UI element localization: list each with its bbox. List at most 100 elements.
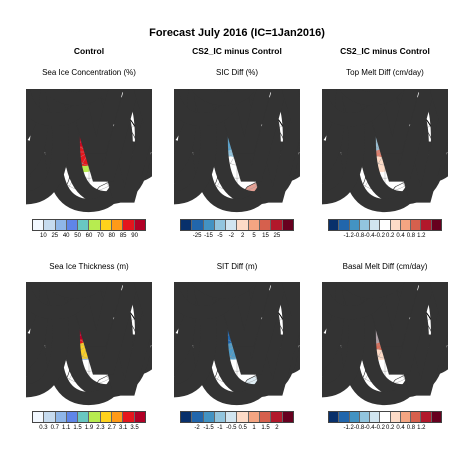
colorbar-tick-label: -2 <box>194 425 200 431</box>
degree-label: 60E <box>174 89 300 215</box>
colorbar-swatch <box>271 220 283 230</box>
degree-label: 120E <box>174 89 300 163</box>
degree-label: 120E <box>26 89 152 163</box>
colorbar <box>328 219 442 231</box>
colorbar-tick-label: 90 <box>131 233 138 239</box>
graticule <box>332 292 438 398</box>
colorbar-tick-label: -1.2 <box>343 233 354 239</box>
meridian-line <box>191 318 238 346</box>
degree-label: 120W <box>322 89 448 163</box>
meridian-line <box>88 125 135 153</box>
colorbar-tick-label: 0.4 <box>396 233 405 239</box>
colorbar-swatch <box>370 412 381 422</box>
colorbar-swatch <box>123 220 135 230</box>
colorbar-tick-label: 2.3 <box>96 425 105 431</box>
polar-map: 180150E120E90E60E30E030W60W90W120W150W <box>26 89 152 215</box>
colorbar-tick-label: 25 <box>273 233 281 239</box>
colorbar-swatch <box>134 220 145 230</box>
polar-map: 180150E120E90E60E30E030W60W90W120W150W <box>174 282 300 408</box>
degree-label: 90E <box>26 282 152 385</box>
degree-label: 90E <box>26 89 152 192</box>
colorbar-swatch <box>203 220 215 230</box>
degree-label: 60E <box>26 282 152 408</box>
colorbar-swatch <box>89 220 101 230</box>
degree-label: 30E <box>174 89 300 215</box>
colorbar-swatch <box>55 412 67 422</box>
meridian-line <box>236 344 264 391</box>
degree-label: 0 <box>38 89 140 215</box>
coastline-canada <box>332 346 352 371</box>
colorbar-swatch <box>390 412 401 422</box>
meridian-line <box>384 318 431 346</box>
colorbar-swatch <box>329 412 340 422</box>
colorbar-swatch <box>89 412 101 422</box>
degree-label: 120W <box>26 282 152 356</box>
meridian-line <box>384 299 412 346</box>
colorbar-tick-labels: -1.2 -0.8 -0.4 -0.2 0.2 0.4 0.8 1.2 <box>328 233 442 241</box>
degree-label: 90W <box>322 89 448 192</box>
degree-label: 180 <box>26 282 152 328</box>
meridian-line <box>358 344 386 391</box>
colorbar-swatch <box>339 412 350 422</box>
meridian-line <box>62 344 90 391</box>
graticule <box>332 99 438 205</box>
map-boundary <box>184 99 290 205</box>
colorbar-tick-label: 0.8 <box>406 425 416 431</box>
colorbar-swatch <box>100 412 113 422</box>
colorbar-tick-label: 0.4 <box>396 425 405 431</box>
colorbar-tick-label: 2 <box>241 233 245 239</box>
colorbar-swatch <box>55 220 67 230</box>
colorbar-swatch <box>370 220 381 230</box>
meridian-line <box>358 299 386 346</box>
meridian-line <box>384 151 412 198</box>
colorbar-swatch <box>44 220 56 230</box>
colorbar <box>328 411 442 423</box>
colorbar-tick-label: -0.2 <box>374 233 385 239</box>
colorbar-tick-label: -5 <box>217 233 223 239</box>
colorbar-swatch <box>203 412 215 422</box>
colorbar-swatch <box>359 412 371 422</box>
degree-label: 60E <box>322 89 448 215</box>
column-header-control: Control <box>73 46 105 56</box>
degree-label: 0 <box>186 282 288 408</box>
panel-title: Sea Ice Concentration (%) <box>42 68 136 77</box>
degree-label: 30W <box>26 282 152 408</box>
degree-label: 90W <box>174 89 300 192</box>
column-header-cs2-diff-2: CS2_IC minus Control <box>340 46 430 56</box>
degree-label: 90W <box>174 282 300 385</box>
colorbar-swatch <box>421 412 432 422</box>
degree-label: 30W <box>174 89 300 215</box>
degree-label: 120W <box>174 89 300 163</box>
colorbar-swatch <box>282 220 293 230</box>
meridian-line <box>210 344 238 391</box>
colorbar-swatch <box>421 220 432 230</box>
degree-label: 60E <box>174 282 300 408</box>
colorbar-tick-label: 5 <box>252 233 256 239</box>
colorbar-tick-label: 2 <box>275 425 279 431</box>
meridian-line <box>88 344 135 372</box>
map-boundary <box>332 292 438 398</box>
colorbar <box>32 219 146 231</box>
graticule <box>184 99 290 205</box>
colorbar-swatch <box>78 220 90 230</box>
colorbar <box>180 219 294 231</box>
colorbar-tick-label: -1.5 <box>203 425 214 431</box>
degree-label: 90E <box>322 89 448 192</box>
colorbar-tick-label: -0.8 <box>353 233 365 239</box>
colorbar-swatch <box>134 412 145 422</box>
colorbar-swatch <box>66 412 79 422</box>
meridian-line <box>236 344 283 372</box>
meridian-line <box>384 125 431 153</box>
figure-title: Forecast July 2016 (IC=1Jan2016) <box>149 27 325 39</box>
degree-label: 30E <box>322 89 448 215</box>
degree-label: 0 <box>334 282 436 408</box>
degree-label: 150W <box>322 282 448 335</box>
meridian-line <box>62 299 90 346</box>
colorbar-swatch <box>411 412 422 422</box>
degree-label: 60W <box>322 89 448 215</box>
meridian-line <box>339 125 386 153</box>
colorbar-swatch <box>100 220 113 230</box>
meridian-line <box>236 125 283 153</box>
coastline-canada <box>184 346 204 371</box>
colorbar-tick-label: -0.4 <box>364 425 375 431</box>
